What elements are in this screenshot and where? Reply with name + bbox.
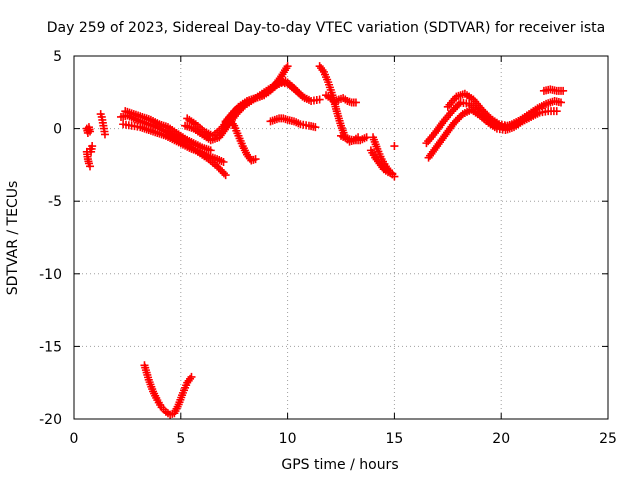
series-arc-06 — [119, 120, 228, 166]
data-point — [219, 169, 228, 178]
x-tick-label: 10 — [279, 431, 297, 447]
data-point — [88, 142, 97, 151]
series-arc-22 — [443, 89, 512, 130]
series-arc-19 — [390, 142, 399, 151]
data-point — [86, 162, 95, 171]
series-arc-13 — [266, 114, 320, 132]
plot-frame — [73, 55, 609, 420]
data-point — [283, 62, 292, 71]
series-arc-23 — [539, 85, 568, 95]
data-point — [219, 157, 228, 166]
series-arc-01 — [82, 123, 95, 137]
data-point — [311, 123, 320, 132]
series-arc-16 — [337, 131, 371, 145]
x-tick-label: 20 — [492, 431, 510, 447]
data-point — [86, 127, 95, 136]
data-point — [559, 86, 568, 95]
y-axis-label: SDTVAR / TECUs — [5, 181, 21, 296]
x-axis-label: GPS time / hours — [281, 457, 398, 473]
data-point — [503, 121, 512, 130]
y-tick-label: -10 — [39, 267, 62, 283]
data-point — [388, 169, 397, 178]
data-point — [206, 146, 215, 155]
tick-labels: 0 5 10 15 20 25 5 0 -5 -10 -15 -20 — [39, 49, 617, 447]
series-arc-15 — [322, 91, 360, 107]
data-point — [454, 100, 463, 109]
y-tick-label: -20 — [39, 412, 62, 428]
x-tick-label: 5 — [176, 431, 185, 447]
data-point — [557, 98, 566, 107]
series-arc-04 — [96, 110, 109, 139]
data-point — [390, 142, 399, 151]
y-tick-label: -15 — [39, 339, 62, 355]
data-point — [100, 130, 109, 139]
data-point — [552, 107, 561, 116]
data-point — [351, 98, 360, 107]
y-tick-label: 0 — [53, 122, 62, 138]
x-tick-label: 15 — [385, 431, 403, 447]
series-arc-11 — [221, 76, 324, 126]
data-point — [251, 155, 260, 164]
series-arc-03 — [86, 142, 97, 156]
y-tick-label: -5 — [48, 194, 62, 210]
x-tick-label: 0 — [70, 431, 79, 447]
series-arc-12 — [225, 115, 260, 165]
data-point — [187, 372, 196, 381]
series-arc-21 — [424, 105, 561, 162]
x-tick-label: 25 — [599, 431, 617, 447]
data-marks — [82, 62, 568, 419]
series-arc-07 — [121, 107, 215, 155]
data-point — [315, 95, 324, 104]
y-tick-label: 5 — [53, 49, 62, 65]
series-arc-08 — [140, 361, 196, 419]
chart-title: Day 259 of 2023, Sidereal Day-to-day VTE… — [47, 20, 605, 36]
series-arc-18 — [366, 146, 397, 178]
data-point — [221, 171, 230, 180]
